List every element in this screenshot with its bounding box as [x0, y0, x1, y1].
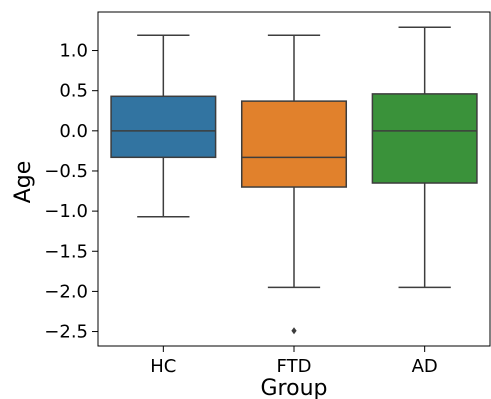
x-tick-label: FTD	[277, 356, 312, 377]
x-tick-label: HC	[150, 356, 176, 377]
y-tick-label: 0.5	[59, 81, 88, 102]
box-body	[371, 93, 478, 184]
y-tick-label: −2.5	[44, 322, 88, 343]
plot-area	[97, 11, 491, 347]
y-axis: 1.0 0.5 0.0 −0.5 −1.0 −1.5 −2.0 −2.5	[44, 41, 98, 343]
outlier-point	[291, 327, 297, 335]
y-tick-label: 0.0	[59, 121, 88, 142]
x-tick-label: AD	[412, 356, 438, 377]
box-body	[240, 100, 348, 188]
box-hc	[110, 34, 217, 218]
box-ftd	[240, 34, 348, 335]
x-axis-label: Group	[261, 376, 328, 399]
y-tick-label: −1.0	[44, 201, 88, 222]
x-axis: HC FTD AD	[150, 346, 438, 377]
y-tick-label: 1.0	[59, 41, 88, 62]
box-body	[110, 95, 217, 159]
y-tick-label: −2.0	[44, 281, 88, 302]
box-ad	[371, 26, 478, 289]
y-tick-label: −1.5	[44, 241, 88, 262]
y-tick-label: −0.5	[44, 161, 88, 182]
y-axis-label: Age	[11, 161, 36, 204]
